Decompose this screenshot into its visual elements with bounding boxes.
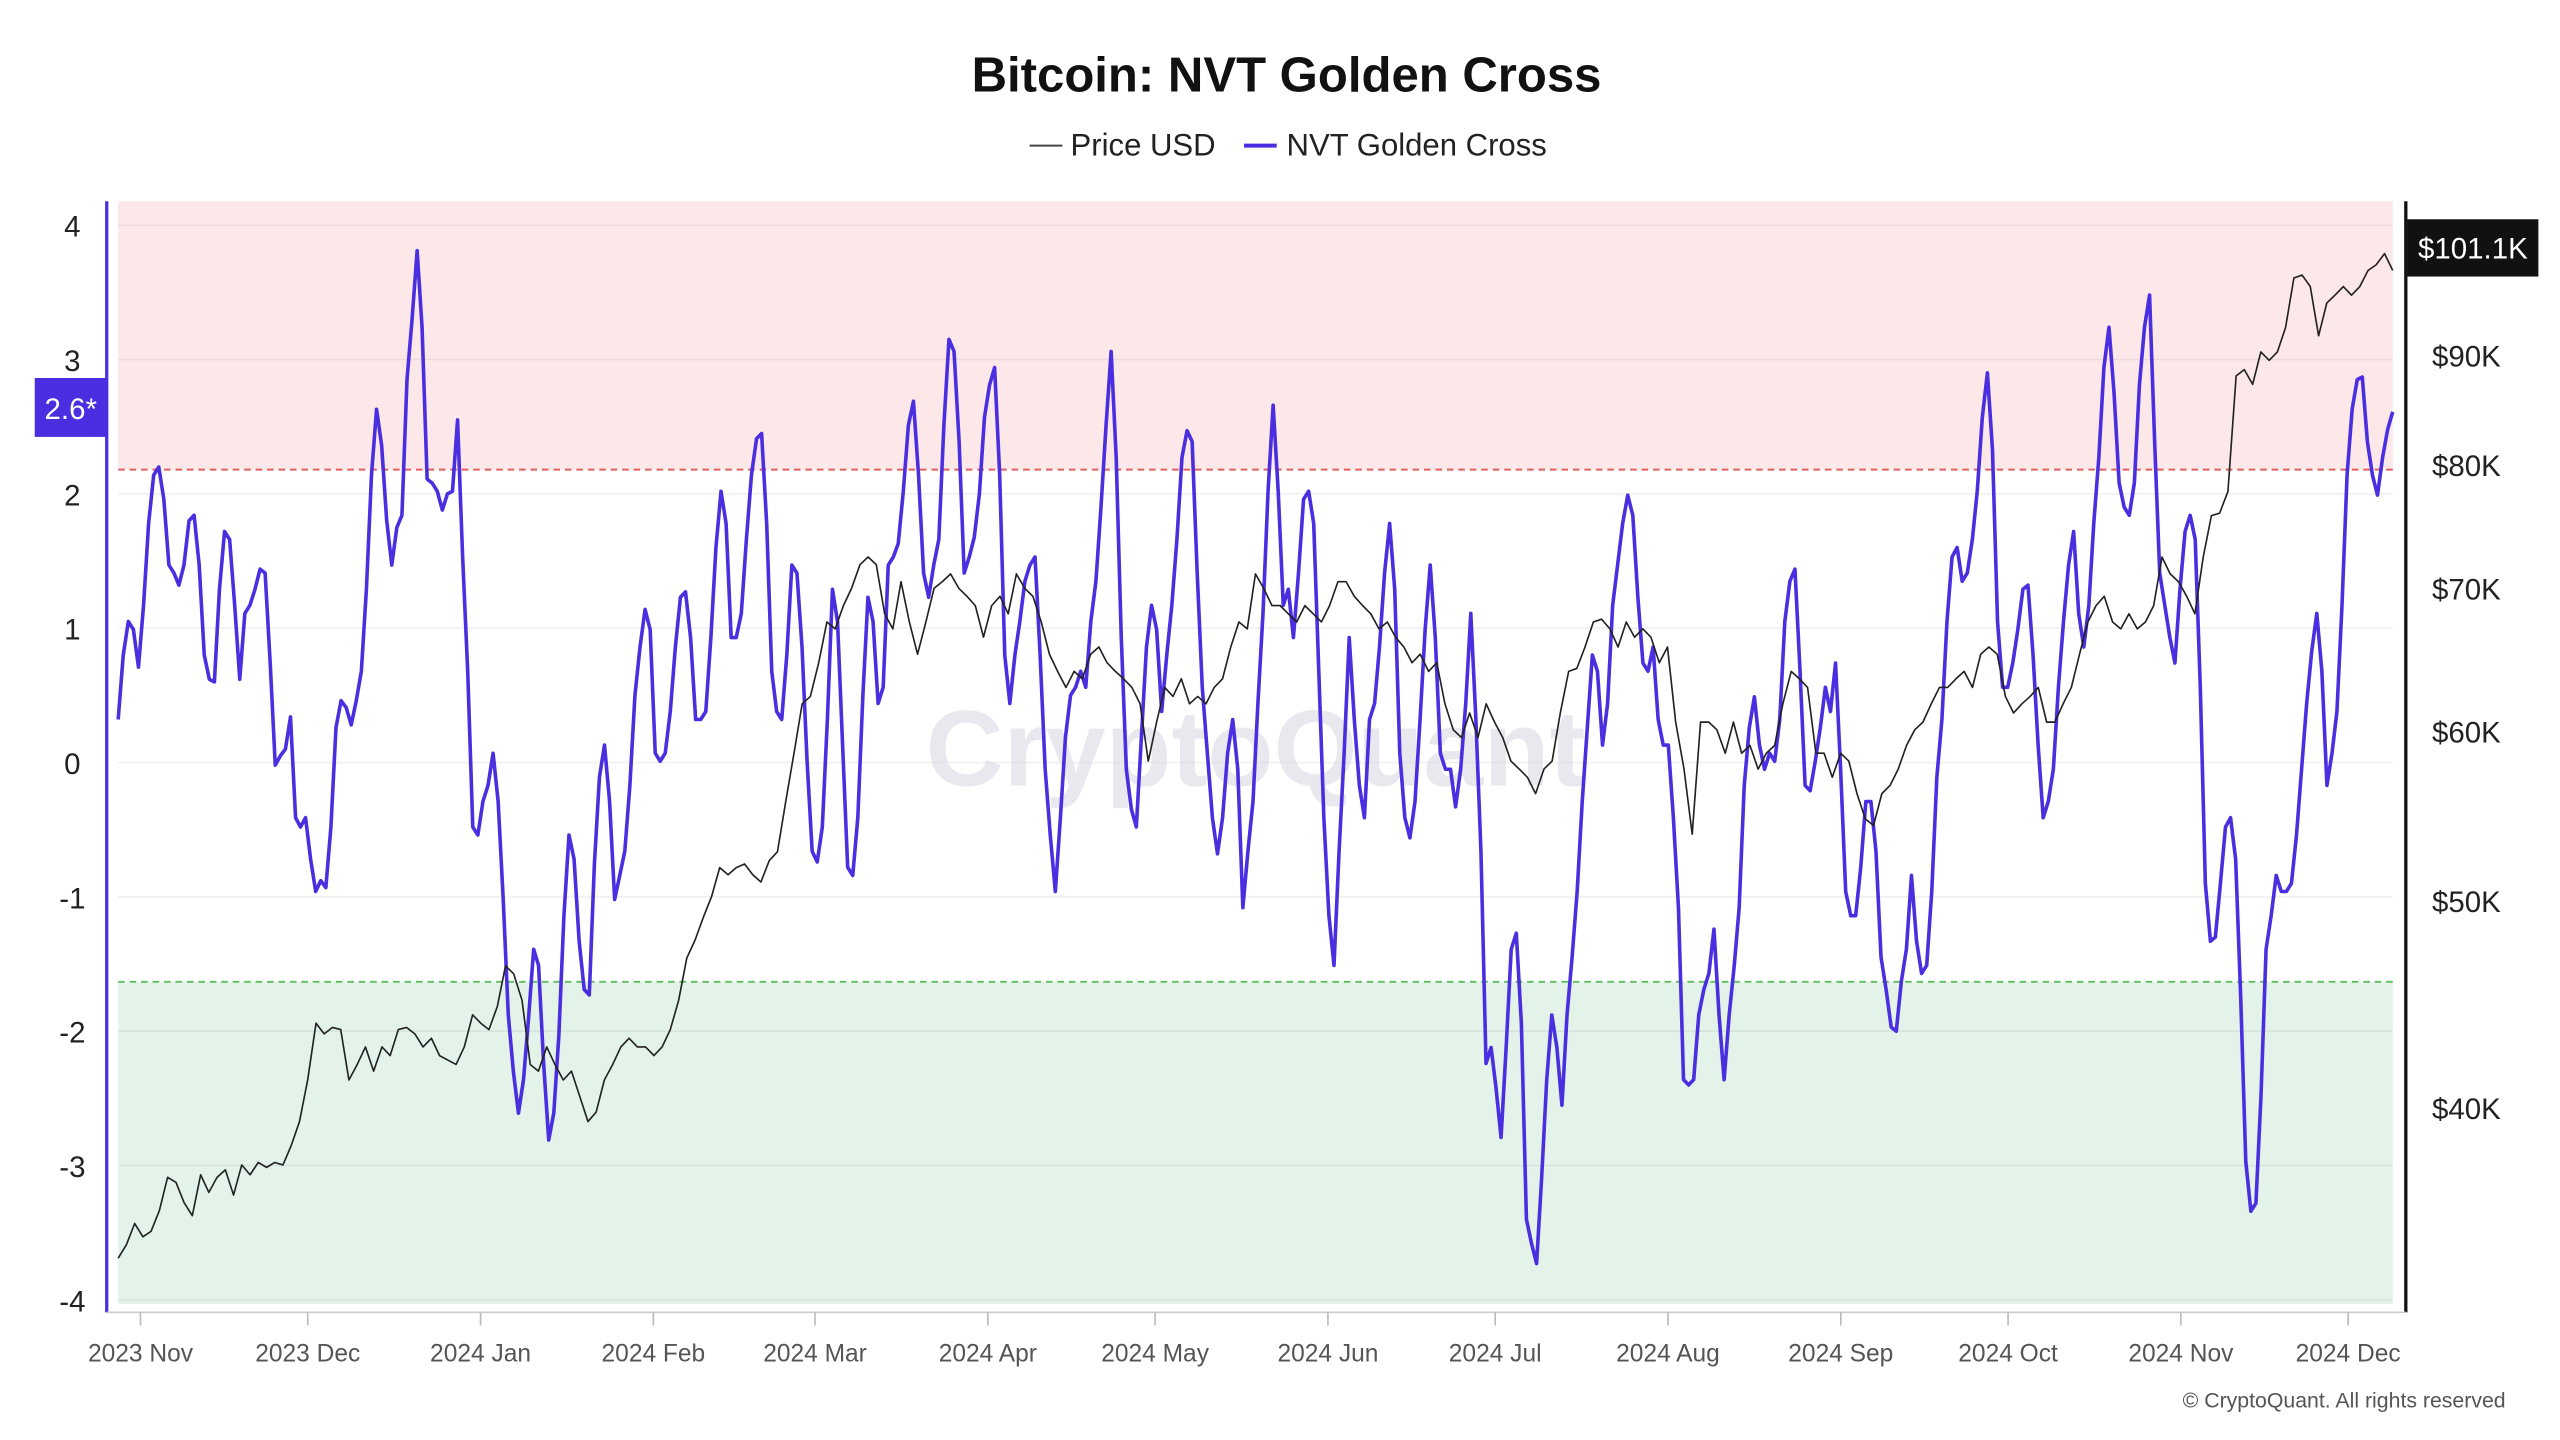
x-tick-label: 2024 Mar: [763, 1340, 867, 1367]
x-tick-label: 2024 Aug: [1616, 1340, 1720, 1367]
left-axis-ticks: 4 3 2 1 0 -1 -2 -3 -4: [59, 211, 85, 1319]
x-tick-label: 2024 Sep: [1788, 1340, 1893, 1367]
x-tick-label: 2024 Nov: [2128, 1340, 2234, 1367]
right-tick-label: $80K: [2432, 450, 2501, 483]
legend-price-label[interactable]: Price USD: [1071, 127, 1216, 162]
nvt-series-line: [116, 248, 2395, 1266]
right-axis-ticks: $90K $80K $70K $60K $50K $40K: [2432, 341, 2501, 1126]
left-tick-label: -2: [59, 1017, 85, 1050]
legend-nvt-label[interactable]: NVT Golden Cross: [1287, 127, 1547, 162]
right-tick-label: $70K: [2432, 574, 2501, 607]
left-tick-label: 2: [64, 479, 80, 512]
current-price-value: $101.1K: [2418, 233, 2528, 266]
copyright: © CryptoQuant. All rights reserved: [2183, 1388, 2506, 1412]
left-tick-label: 1: [64, 614, 80, 647]
gridlines: [118, 224, 2393, 1301]
left-tick-label: 4: [64, 211, 80, 244]
x-tick-label: 2024 Jun: [1277, 1340, 1378, 1367]
x-tick-label: 2024 Jan: [430, 1340, 531, 1367]
x-tick-label: 2024 May: [1101, 1340, 1209, 1367]
current-nvt-value: 2.6*: [45, 393, 97, 426]
x-tick-label: 2023 Dec: [255, 1340, 360, 1367]
price-series-line: [117, 252, 2394, 1259]
left-tick-label: 3: [64, 345, 80, 378]
left-tick-label: -4: [59, 1285, 85, 1318]
right-tick-label: $90K: [2432, 341, 2501, 374]
x-tick-label: 2024 Dec: [2296, 1340, 2401, 1367]
x-tick-label: 2024 Oct: [1958, 1340, 2058, 1367]
x-tick-label: 2024 Feb: [602, 1340, 706, 1367]
left-tick-label: -1: [59, 882, 85, 915]
chart-title: Bitcoin: NVT Golden Cross: [972, 49, 1602, 103]
current-price-badge: $101.1K: [2407, 219, 2539, 277]
x-axis-ticks: 2023 Nov 2023 Dec 2024 Jan 2024 Feb 2024 Mar…: [88, 1312, 2401, 1367]
legend: Price USD NVT Golden Cross: [1029, 127, 1547, 162]
x-tick-label: 2024 Jul: [1449, 1340, 1542, 1367]
right-tick-label: $50K: [2432, 886, 2501, 919]
left-tick-label: -3: [59, 1151, 85, 1184]
overvalued-zone: [118, 201, 2393, 470]
right-tick-label: $40K: [2432, 1093, 2501, 1126]
x-tick-label: 2024 Apr: [939, 1340, 1037, 1367]
right-tick-label: $60K: [2432, 717, 2501, 750]
x-tick-label: 2023 Nov: [88, 1340, 194, 1367]
undervalued-zone: [118, 981, 2393, 1305]
current-nvt-badge: 2.6*: [34, 378, 107, 437]
left-tick-label: 0: [64, 748, 80, 781]
